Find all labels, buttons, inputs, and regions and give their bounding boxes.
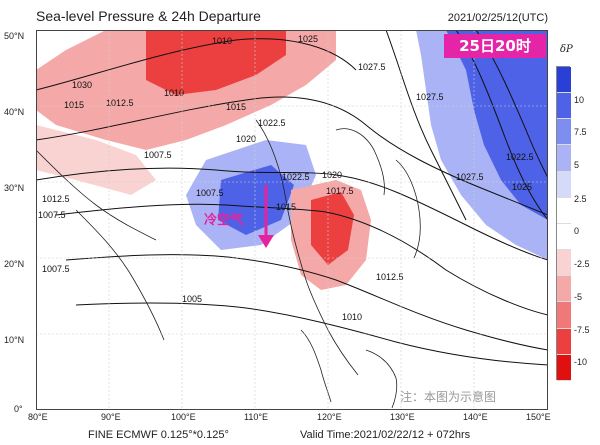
svg-text:1017.5: 1017.5 bbox=[326, 186, 354, 196]
anomaly-blue-center-core bbox=[218, 165, 294, 235]
lat-label: 50°N bbox=[4, 31, 25, 41]
colorbar-title: δP bbox=[560, 44, 573, 55]
disclaimer-note: 注：本图为示意图 bbox=[400, 390, 497, 404]
lon-label: 150°E bbox=[526, 412, 551, 422]
svg-text:1027.5: 1027.5 bbox=[456, 172, 484, 182]
colorbar-label: -5 bbox=[574, 292, 583, 302]
svg-text:1027.5: 1027.5 bbox=[358, 62, 386, 72]
svg-text:1007.5: 1007.5 bbox=[38, 210, 66, 220]
lat-label: 30°N bbox=[4, 183, 25, 193]
colorbar-label: -7.5 bbox=[574, 325, 590, 335]
lat-label: 0° bbox=[14, 404, 23, 414]
svg-text:1010: 1010 bbox=[342, 312, 362, 322]
svg-text:1012.5: 1012.5 bbox=[106, 98, 134, 108]
lon-label: 90°E bbox=[101, 412, 121, 422]
svg-text:1025: 1025 bbox=[298, 34, 318, 44]
colorbar-segment bbox=[557, 171, 571, 198]
colorbar-segment bbox=[557, 250, 571, 277]
colorbar-label: -10 bbox=[574, 357, 588, 367]
colorbar-label: 7.5 bbox=[574, 127, 587, 137]
colorbar-label: 5 bbox=[574, 160, 580, 170]
svg-text:1015: 1015 bbox=[276, 202, 296, 212]
svg-text:1027.5: 1027.5 bbox=[416, 92, 444, 102]
svg-text:1015: 1015 bbox=[64, 100, 84, 110]
colorbar-label: 10 bbox=[574, 95, 585, 105]
svg-text:1007.5: 1007.5 bbox=[196, 188, 224, 198]
svg-text:1030: 1030 bbox=[72, 80, 92, 90]
lat-label: 20°N bbox=[4, 259, 25, 269]
colorbar-segment bbox=[557, 302, 571, 329]
svg-text:1020: 1020 bbox=[236, 134, 256, 144]
svg-text:1022.5: 1022.5 bbox=[282, 172, 310, 182]
colorbar-label: 0 bbox=[574, 226, 580, 236]
lon-label: 80°E bbox=[28, 412, 48, 422]
cold-air-label: 冷空气 bbox=[204, 213, 244, 228]
lat-label: 10°N bbox=[4, 335, 25, 345]
colorbar-segment bbox=[557, 93, 571, 120]
svg-text:1007.5: 1007.5 bbox=[144, 150, 172, 160]
colorbar-segment bbox=[557, 328, 571, 355]
svg-text:1015: 1015 bbox=[226, 102, 246, 112]
anomaly-red-west bbox=[36, 125, 156, 195]
svg-text:1025: 1025 bbox=[512, 182, 532, 192]
valid-time: Valid Time:2021/02/22/12 + 072hrs bbox=[300, 429, 471, 441]
svg-text:1012.5: 1012.5 bbox=[376, 272, 404, 282]
lon-label: 140°E bbox=[463, 412, 488, 422]
cold-air-arrow-head bbox=[258, 235, 274, 248]
colorbar-segment bbox=[557, 145, 571, 172]
forecast-time-tag: 25日20时 bbox=[444, 34, 546, 58]
svg-text:1005: 1005 bbox=[182, 294, 202, 304]
lon-label: 100°E bbox=[171, 412, 196, 422]
svg-text:1010: 1010 bbox=[164, 88, 184, 98]
colorbar-segment bbox=[557, 119, 571, 146]
svg-text:1020: 1020 bbox=[322, 170, 342, 180]
chart-title: Sea-level Pressure & 24h Departure bbox=[36, 8, 261, 24]
svg-text:1010: 1010 bbox=[212, 36, 232, 46]
lon-label: 130°E bbox=[390, 412, 415, 422]
colorbar-segment bbox=[557, 197, 571, 224]
chart-datetime: 2021/02/25/12(UTC) bbox=[447, 12, 548, 24]
colorbar-segment bbox=[557, 276, 571, 303]
pressure-map: 1010 1025 1030 1015 1012.5 1010 1007.5 1… bbox=[36, 30, 548, 410]
anomaly-red-core bbox=[146, 30, 286, 95]
model-info: FINE ECMWF 0.125°*0.125° bbox=[88, 429, 229, 441]
colorbar-label: 2.5 bbox=[574, 194, 587, 204]
lon-label: 120°E bbox=[317, 412, 342, 422]
colorbar-label: -2.5 bbox=[574, 259, 590, 269]
anomaly-red-ecs-core bbox=[311, 192, 354, 265]
colorbar-segment bbox=[557, 354, 571, 381]
colorbar-segment bbox=[557, 67, 571, 94]
svg-text:1007.5: 1007.5 bbox=[42, 264, 70, 274]
colorbar bbox=[556, 66, 571, 381]
lon-label: 110°E bbox=[244, 412, 268, 422]
colorbar-segment bbox=[557, 223, 571, 251]
svg-text:1022.5: 1022.5 bbox=[506, 152, 534, 162]
anomaly-blue-core bbox=[446, 30, 548, 220]
lat-label: 40°N bbox=[4, 107, 25, 117]
svg-text:1022.5: 1022.5 bbox=[258, 118, 286, 128]
svg-text:1012.5: 1012.5 bbox=[42, 194, 70, 204]
